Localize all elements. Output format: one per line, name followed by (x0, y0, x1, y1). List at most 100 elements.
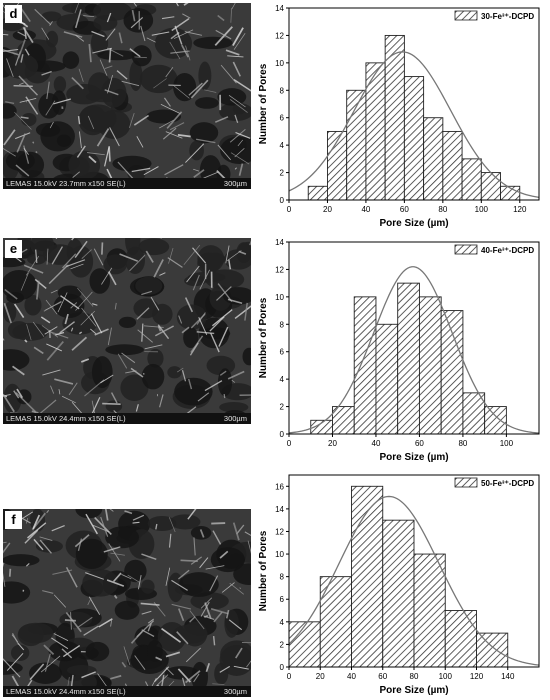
y-tick-label: 6 (280, 348, 285, 357)
histogram-bar (461, 158, 482, 201)
y-axis-label: Number of Pores (258, 63, 269, 144)
sem-image-f: f LEMAS 15.0kV 24.4mm x150 SE(L) 300µm (3, 509, 251, 697)
plot-frame (288, 241, 540, 435)
legend-label: 50-Fe³⁺-DCPD (481, 479, 534, 488)
histogram-bar (480, 172, 501, 201)
y-tick-label: 2 (280, 169, 285, 178)
histogram-bar (444, 610, 477, 668)
y-tick-label: 14 (275, 505, 284, 514)
sem-info-text: LEMAS 15.0kV 24.4mm x150 SE(L) (6, 414, 126, 423)
fit-curve (288, 51, 540, 199)
histogram-bar (307, 185, 328, 201)
x-tick-label: 60 (400, 205, 409, 214)
y-tick-label: 14 (275, 238, 284, 247)
y-tick-label: 12 (275, 265, 284, 274)
x-tick-label: 60 (378, 672, 387, 681)
histogram-chart-e: 0 20 40 60 80 100 0 2 4 6 8 10 12 14 Pore Size (µm) Num… (258, 238, 540, 463)
legend-swatch (454, 10, 478, 21)
x-axis-label: Pore Size (µm) (379, 685, 448, 696)
y-tick-label: 4 (280, 141, 285, 150)
histogram-bar (382, 519, 415, 668)
y-tick-label: 4 (280, 375, 285, 384)
sem-info-bar: LEMAS 15.0kV 23.7mm x150 SE(L) 300µm (3, 178, 251, 189)
x-tick-label: 60 (415, 439, 424, 448)
histogram-bar (319, 576, 352, 668)
panel-letter: e (5, 240, 22, 258)
sem-scale-text: 300µm (223, 414, 247, 423)
sem-image-d: d LEMAS 15.0kV 23.7mm x150 SE(L) 300µm (3, 3, 251, 189)
sem-texture (3, 238, 251, 424)
histogram-bar (462, 392, 486, 435)
legend-label: 30-Fe³⁺-DCPD (481, 12, 534, 21)
x-tick-label: 100 (500, 439, 514, 448)
y-tick-label: 0 (280, 430, 285, 439)
panel-letter: f (5, 511, 22, 529)
x-tick-label: 120 (470, 672, 484, 681)
histogram-bar (418, 296, 442, 435)
y-tick-label: 0 (280, 663, 285, 672)
y-tick-label: 8 (280, 320, 285, 329)
histogram-bar (397, 282, 420, 435)
y-tick-label: 8 (280, 573, 285, 582)
histogram-bar (351, 485, 384, 668)
histogram-bar (423, 117, 444, 201)
x-tick-label: 40 (347, 672, 356, 681)
y-tick-label: 10 (275, 293, 284, 302)
histogram-chart-d: 0 20 40 60 80 100 120 0 2 4 6 8 10 12 14 Pore Size (µm)… (258, 4, 540, 229)
sem-image-e: e LEMAS 15.0kV 24.4mm x150 SE(L) 300µm (3, 238, 251, 424)
plot-frame (288, 7, 540, 201)
histogram-bar (288, 621, 321, 668)
sem-info-text: LEMAS 15.0kV 24.4mm x150 SE(L) (6, 687, 126, 696)
x-tick-label: 20 (323, 205, 332, 214)
y-tick-label: 10 (275, 59, 284, 68)
sem-scale-text: 300µm (223, 687, 247, 696)
sem-info-text: LEMAS 15.0kV 23.7mm x150 SE(L) (6, 179, 126, 188)
histogram-bar (476, 632, 509, 668)
y-tick-label: 16 (275, 482, 284, 491)
sem-info-bar: LEMAS 15.0kV 24.4mm x150 SE(L) 300µm (3, 413, 251, 424)
panel-f: f LEMAS 15.0kV 24.4mm x150 SE(L) 300µm 0… (0, 467, 550, 697)
y-tick-label: 10 (275, 550, 284, 559)
y-tick-label: 6 (280, 595, 285, 604)
x-axis-label: Pore Size (µm) (379, 452, 448, 463)
y-tick-label: 12 (275, 31, 284, 40)
y-tick-label: 6 (280, 114, 285, 123)
histogram-bar (442, 130, 463, 201)
histogram-bar (403, 76, 425, 201)
legend: 40-Fe³⁺-DCPD (454, 244, 534, 255)
panel-e: e LEMAS 15.0kV 24.4mm x150 SE(L) 300µm 0… (0, 234, 550, 464)
histogram-bar (440, 310, 464, 435)
histogram-bar (375, 323, 399, 435)
panel-d: d LEMAS 15.0kV 23.7mm x150 SE(L) 300µm 0… (0, 0, 550, 230)
y-tick-label: 4 (280, 618, 285, 627)
x-tick-label: 40 (361, 205, 370, 214)
y-tick-label: 12 (275, 527, 284, 536)
y-axis-label: Number of Pores (258, 297, 269, 378)
y-tick-label: 2 (280, 403, 285, 412)
x-tick-label: 80 (438, 205, 447, 214)
histogram-bar (384, 34, 405, 201)
y-tick-label: 14 (275, 4, 284, 13)
histogram-bar (484, 406, 507, 435)
x-tick-label: 80 (458, 439, 467, 448)
legend-label: 40-Fe³⁺-DCPD (481, 246, 534, 255)
x-tick-label: 100 (439, 672, 453, 681)
x-tick-label: 20 (328, 439, 337, 448)
x-axis-label: Pore Size (µm) (379, 218, 448, 229)
sem-scale-text: 300µm (223, 179, 247, 188)
histogram-bar (353, 296, 377, 435)
y-tick-label: 8 (280, 86, 285, 95)
legend-swatch (454, 477, 478, 488)
x-tick-label: 140 (501, 672, 515, 681)
histogram-bar (413, 553, 446, 668)
x-tick-label: 120 (513, 205, 527, 214)
sem-texture (3, 3, 251, 189)
y-axis-label: Number of Pores (258, 530, 269, 611)
x-tick-label: 40 (372, 439, 381, 448)
x-tick-label: 0 (287, 205, 292, 214)
x-tick-label: 0 (287, 439, 292, 448)
x-tick-label: 100 (475, 205, 489, 214)
panel-letter: d (5, 5, 22, 23)
fit-curve (288, 266, 540, 434)
x-tick-label: 80 (410, 672, 419, 681)
